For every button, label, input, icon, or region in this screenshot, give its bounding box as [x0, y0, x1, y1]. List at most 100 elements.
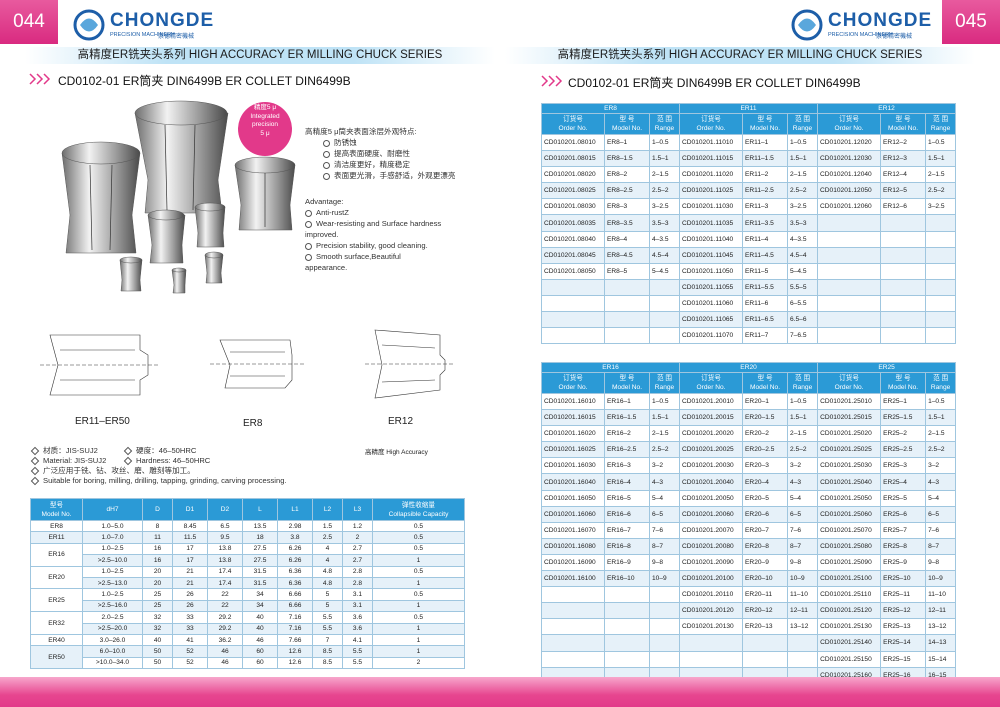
header-text: Model No.	[41, 510, 72, 518]
order-cell: 2.5–2	[648, 182, 681, 200]
material-text: 材质：JIS-SUJ2	[43, 446, 98, 455]
value-cell: 21	[172, 576, 208, 590]
order-cell: ER25–9	[880, 553, 927, 572]
banner: 高精度ER铣夹头系列 HIGH ACCURACY ER MILLING CHUC…	[505, 47, 975, 64]
value-cell: >2.5–16.0	[82, 599, 143, 613]
value-cell: 2.8	[342, 576, 373, 590]
value-cell: 27.5	[242, 542, 278, 556]
order-cell: ER16–3	[604, 457, 650, 475]
value-cell: 1	[372, 645, 465, 658]
column-text: Order No.	[834, 125, 864, 132]
group-header: ER8	[540, 103, 681, 114]
order-cell: ER11–2	[742, 166, 789, 184]
advantage-item: Anti-rustZ	[305, 207, 445, 218]
order-cell: 1–0.5	[787, 392, 819, 411]
order-cell: ER11–3	[742, 198, 789, 216]
value-cell: 17	[172, 542, 208, 556]
order-cell: CD010201.12020	[817, 133, 882, 152]
value-cell: 2	[342, 531, 373, 544]
order-cell	[648, 278, 681, 296]
order-cell: CD010201.25140	[817, 634, 882, 652]
value-cell: 2.8	[342, 565, 373, 578]
feature-text: 清洁度更好，精度稳定	[334, 160, 410, 169]
order-cell	[817, 214, 882, 232]
order-cell: CD010201.20050	[679, 489, 744, 507]
order-cell: CD010201.12040	[817, 166, 882, 184]
header-cell: L3	[342, 498, 373, 521]
model-cell: ER20	[30, 565, 83, 590]
value-cell: 2.0–2.5	[82, 611, 143, 624]
order-cell	[648, 602, 681, 620]
bullet	[305, 220, 312, 228]
feature-text: 提高表面硬度、耐磨性	[334, 149, 410, 158]
order-cell: CD010201.20120	[679, 602, 744, 620]
header-text: L1	[291, 506, 299, 513]
feature-item: 表面更光滑，手感舒适，外观更漂亮	[305, 170, 456, 181]
order-cell: CD010201.25010	[817, 392, 882, 411]
data-row: CD010201.08035 ER8–3.5 3.5–3 CD010201.11035…	[541, 214, 957, 232]
value-cell: 11.5	[172, 531, 208, 544]
order-cell: CD010201.11035	[679, 214, 744, 232]
order-cell: 6.5–6	[787, 311, 819, 329]
column-text: Model No.	[611, 384, 643, 391]
order-cell: 3.5–3	[648, 214, 681, 232]
order-cell: ER11–2.5	[742, 182, 789, 200]
data-row: CD010201.16020 ER16–2 2–1.5 CD010201.20020 E…	[541, 425, 957, 443]
order-cell: 6–5	[648, 505, 681, 523]
value-cell: 5.5	[312, 611, 343, 624]
order-cell: 1.5–1	[648, 409, 681, 427]
order-cell: ER11–3.5	[742, 214, 789, 232]
order-cell: ER20–2.5	[742, 441, 789, 459]
order-cell: ER11–6.5	[742, 311, 789, 329]
value-cell: 16	[142, 554, 173, 567]
material-text: Hardness: 46–50HRC	[136, 456, 211, 465]
order-cell	[817, 311, 882, 329]
order-cell: 1–0.5	[925, 392, 957, 411]
column-text: 订货号	[701, 116, 721, 123]
value-cell: 1.0–2.5	[82, 542, 143, 556]
value-cell: 52	[172, 645, 208, 658]
header-cell: dH7	[82, 498, 143, 521]
value-cell: 1.5	[312, 519, 343, 533]
group-header: ER20	[679, 362, 819, 373]
order-cell	[817, 246, 882, 264]
value-cell: 6.36	[277, 576, 313, 590]
order-cell: ER11–4.5	[742, 246, 789, 264]
column-header: 型 号 Model No.	[742, 113, 789, 135]
order-cell: 2–1.5	[925, 425, 957, 443]
order-cell: 2–1.5	[787, 166, 819, 184]
order-cell	[880, 278, 927, 296]
order-cell: CD010201.11030	[679, 198, 744, 216]
value-cell: 6.26	[277, 554, 313, 567]
value-cell: 3.1	[342, 588, 373, 601]
order-cell	[648, 327, 681, 345]
order-cell: CD010201.20070	[679, 521, 744, 539]
column-text: Range	[792, 125, 813, 132]
order-cell	[880, 214, 927, 232]
group-header: ER25	[817, 362, 957, 373]
order-cell: 2.5–2	[787, 441, 819, 459]
order-cell: CD010201.16025	[541, 441, 605, 459]
value-cell: 12.6	[277, 656, 313, 670]
order-cell: ER8–1	[604, 133, 650, 152]
value-cell: 16	[142, 542, 173, 556]
order-cell: ER8–2	[604, 166, 650, 184]
group-row: ER8 ER11 ER12	[540, 103, 957, 114]
order-cell: CD010201.08050	[541, 262, 605, 280]
order-cell	[604, 294, 650, 313]
value-cell: 60	[242, 645, 278, 658]
logo: CHONGDE PRECISION MACHINERY 崇德精密機械	[790, 8, 931, 44]
order-cell: ER25–4	[880, 473, 927, 491]
page-number: 045	[942, 0, 1000, 44]
value-cell: 2.98	[277, 519, 313, 533]
data-row: CD010201.16015 ER16–1.5 1.5–1 CD010201.2001…	[541, 409, 957, 427]
order-cell: CD010201.11055	[679, 278, 744, 296]
order-cell: 3.5–3	[787, 214, 819, 232]
section-heading: CD0102-01 ER筒夹 DIN6499B ER COLLET DIN649…	[58, 74, 351, 88]
order-cell: ER25–13	[880, 618, 927, 636]
order-cell: 2–1.5	[648, 166, 681, 184]
order-cell: 3–2	[787, 457, 819, 475]
bullet	[323, 150, 330, 158]
data-row: CD010201.16025 ER16–2.5 2.5–2 CD010201.2002…	[541, 441, 957, 459]
order-cell	[604, 586, 650, 604]
